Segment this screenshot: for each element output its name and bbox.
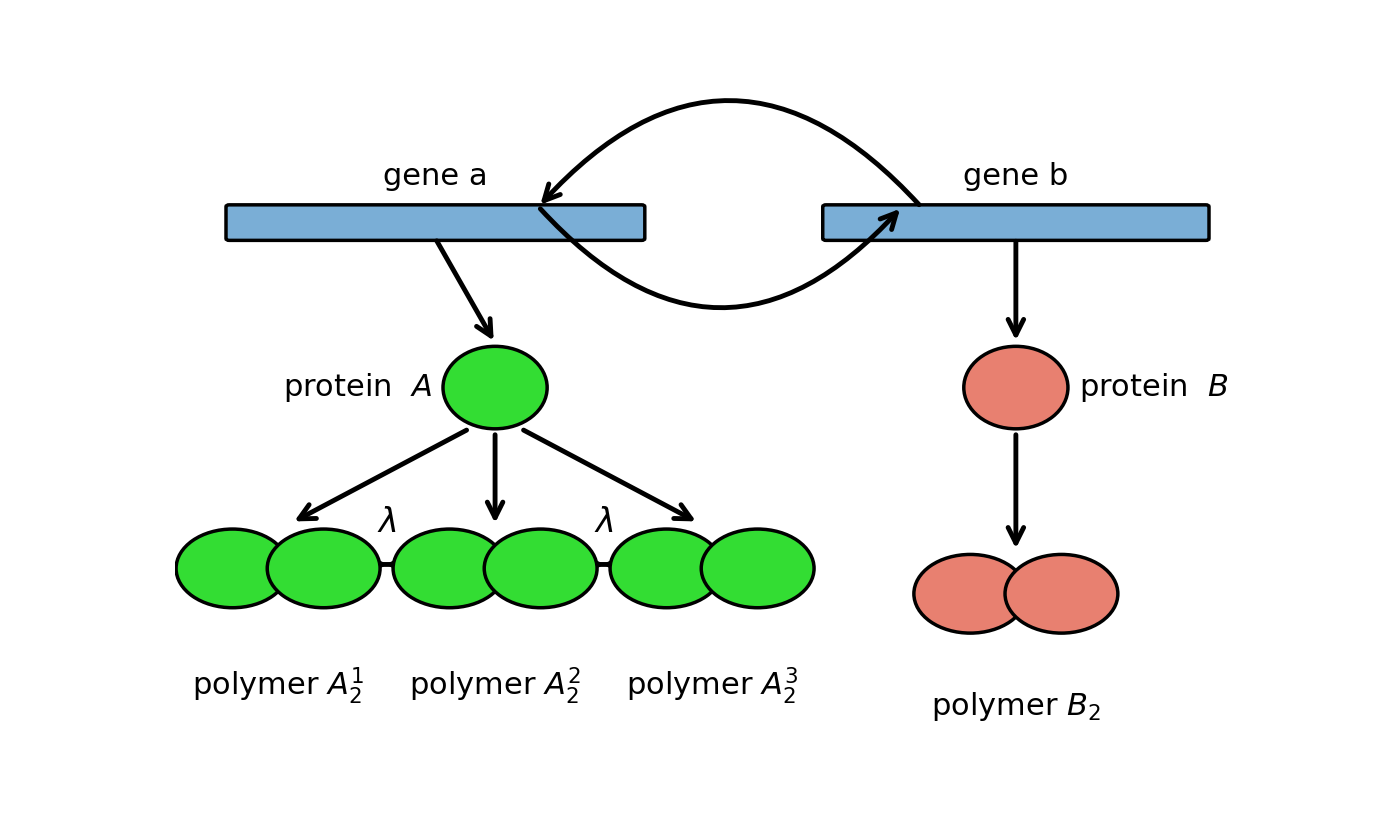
Text: polymer $A_2^3$: polymer $A_2^3$: [626, 665, 798, 706]
Ellipse shape: [393, 529, 505, 608]
Ellipse shape: [963, 346, 1068, 428]
Text: polymer $A_2^1$: polymer $A_2^1$: [192, 665, 364, 706]
Ellipse shape: [484, 529, 596, 608]
Text: protein  $A$: protein $A$: [283, 371, 433, 404]
Text: gene a: gene a: [384, 162, 487, 191]
Text: protein  $B$: protein $B$: [1079, 371, 1228, 404]
Ellipse shape: [701, 529, 813, 608]
Text: polymer $A_2^2$: polymer $A_2^2$: [409, 665, 581, 706]
Ellipse shape: [610, 529, 722, 608]
Ellipse shape: [442, 346, 547, 428]
FancyBboxPatch shape: [225, 205, 645, 241]
Text: $\lambda$: $\lambda$: [594, 506, 613, 539]
FancyBboxPatch shape: [823, 205, 1210, 241]
Ellipse shape: [914, 555, 1026, 633]
Ellipse shape: [1005, 555, 1117, 633]
Text: gene b: gene b: [963, 162, 1068, 191]
Ellipse shape: [176, 529, 288, 608]
Text: polymer $B_2$: polymer $B_2$: [931, 691, 1100, 723]
Text: $\lambda$: $\lambda$: [377, 506, 396, 539]
Ellipse shape: [267, 529, 379, 608]
